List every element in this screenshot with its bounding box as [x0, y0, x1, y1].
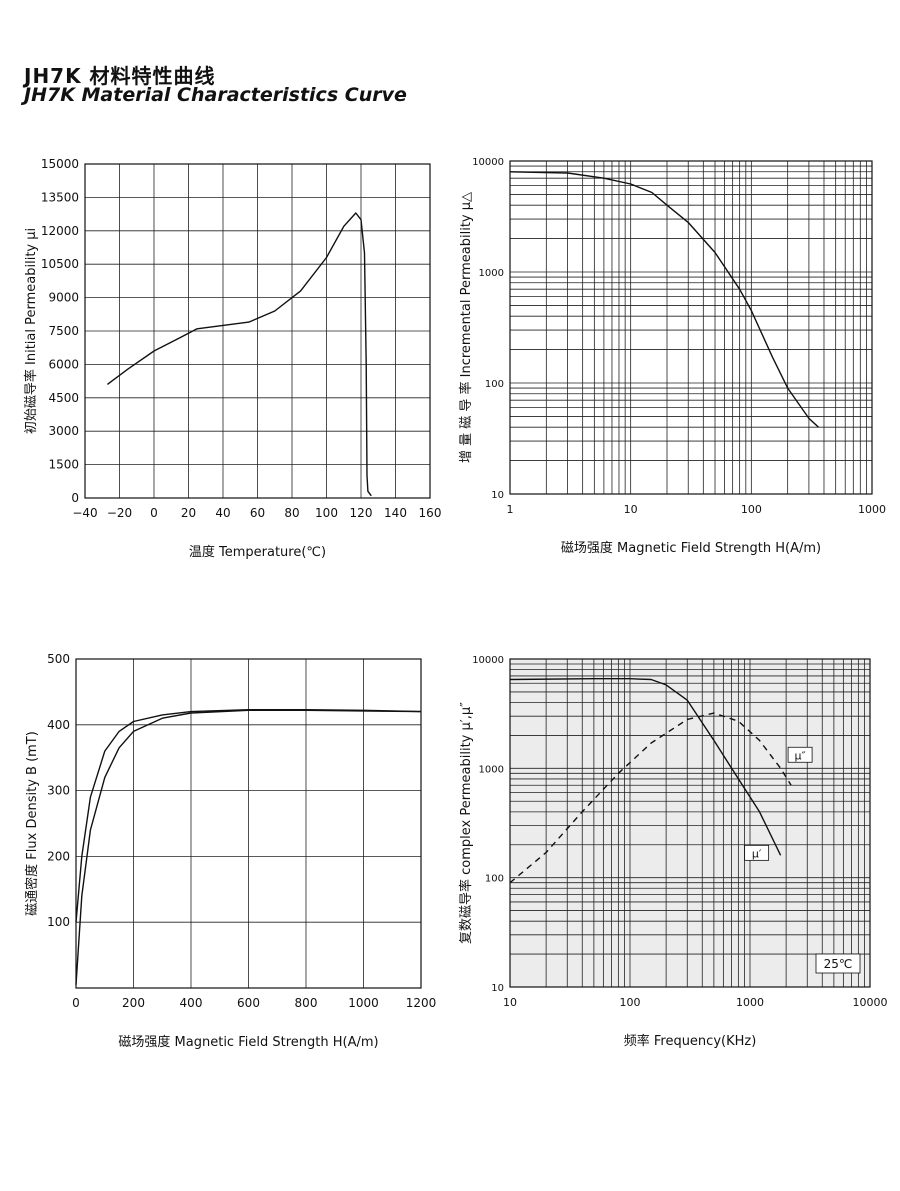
y-tick-label: 10: [491, 983, 504, 994]
series-label-box: [787, 746, 813, 763]
x-axis-label: 频率 Frequency(KHz): [624, 1033, 757, 1049]
plot-background: [510, 659, 870, 987]
x-axis-label: 磁场强度 Magnetic Field Strength H(A/m): [561, 540, 821, 556]
y-tick-label: 9000: [48, 291, 79, 305]
y-tick-label: 0: [71, 491, 79, 505]
y-tick-label: 300: [47, 784, 70, 798]
x-tick-label: 140: [384, 506, 407, 520]
series-line-2: [75, 709, 422, 985]
x-tick-label: 160: [419, 506, 442, 520]
x-tick-label: 1200: [406, 996, 437, 1010]
page-title-chinese: JH7K 材料特性曲线: [24, 64, 216, 88]
x-tick-label: 200: [122, 996, 145, 1010]
x-tick-label: 1000: [858, 503, 886, 516]
y-tick-label: 100: [47, 915, 70, 929]
x-tick-label: 1000: [348, 996, 379, 1010]
plot-frame: [509, 160, 873, 495]
series-line-1: [106, 212, 372, 497]
x-tick-label: 600: [237, 996, 260, 1010]
x-tick-label: 100: [620, 996, 641, 1009]
y-axis-label: 增 量 磁 导 率 Incremental Permeability μ△: [458, 192, 474, 463]
x-tick-label: 0: [72, 996, 80, 1010]
y-tick-label: 200: [47, 849, 70, 863]
annotation-label: 25℃: [824, 957, 853, 971]
y-tick-label: 10500: [41, 257, 79, 271]
x-tick-label: 60: [250, 506, 265, 520]
x-tick-label: 100: [741, 503, 762, 516]
y-tick-label: 100: [485, 379, 504, 390]
y-tick-label: 400: [47, 718, 70, 732]
x-tick-label: 80: [284, 506, 299, 520]
y-tick-label: 3000: [48, 424, 79, 438]
y-tick-label: 12000: [41, 224, 79, 238]
y-tick-label: 15000: [41, 157, 79, 171]
x-axis-label: 温度 Temperature(℃): [189, 544, 326, 560]
annotation-box: [815, 953, 861, 974]
x-axis-label: 磁场强度 Magnetic Field Strength H(A/m): [118, 1034, 378, 1050]
y-tick-label: 1000: [479, 268, 504, 279]
y-tick-label: 10000: [472, 655, 504, 666]
plot-frame: [75, 658, 422, 989]
series-line-1: [509, 171, 819, 428]
plot-frame: [84, 163, 431, 499]
chart-temp: −40 −20 0 20 40 60 80 100 120 140 160 0 1500 3000 4500…: [23, 157, 441, 560]
y-tick-label: 13500: [41, 190, 79, 204]
series-label-box: [744, 844, 770, 861]
chart-bh: 0 200 400 600 800 1000 1200 100 200 300 400 500 磁场强度…: [24, 652, 436, 1050]
x-tick-label: 10: [503, 996, 517, 1009]
y-axis-label: 复数磁导率 complex Permeability μ′,μ″: [458, 702, 474, 944]
x-tick-label: 20: [181, 506, 196, 520]
page-title-english: JH7K Material Characteristics Curve: [24, 84, 407, 106]
x-tick-label: 120: [350, 506, 373, 520]
y-tick-label: 1000: [479, 764, 504, 775]
series-line-mu-prime: [509, 678, 782, 856]
x-tick-label: 10: [624, 503, 638, 516]
x-tick-label: 1: [507, 503, 514, 516]
y-axis-label: 磁通密度 Flux Density B (mT): [24, 731, 40, 916]
y-tick-label: 10000: [472, 157, 504, 168]
x-tick-label: 800: [295, 996, 318, 1010]
y-tick-label: 6000: [48, 357, 79, 371]
x-tick-label: −40: [72, 506, 97, 520]
y-tick-label: 1500: [48, 458, 79, 472]
x-tick-label: −20: [107, 506, 132, 520]
plot-frame: [509, 658, 871, 988]
y-tick-label: 500: [47, 652, 70, 666]
x-tick-label: 400: [180, 996, 203, 1010]
series-label: μ″: [795, 749, 806, 762]
y-tick-label: 7500: [48, 324, 79, 338]
chart-complex: 10 100 1000 10000 10 100 1000 10000 频率 Frequency…: [458, 655, 888, 1049]
y-tick-label: 4500: [48, 391, 79, 405]
x-tick-label: 0: [150, 506, 158, 520]
y-tick-label: 10: [491, 490, 504, 501]
y-tick-label: 100: [485, 874, 504, 885]
x-tick-label: 40: [215, 506, 230, 520]
series-label: μ′: [752, 847, 762, 860]
series-line-mu-double-prime: [509, 712, 792, 884]
x-tick-label: 100: [315, 506, 338, 520]
y-axis-label: 初始磁导率 Initial Permeability μi: [23, 228, 39, 434]
x-tick-label: 1000: [736, 996, 764, 1009]
plot-background: [510, 161, 872, 494]
x-tick-label: 10000: [853, 996, 888, 1009]
